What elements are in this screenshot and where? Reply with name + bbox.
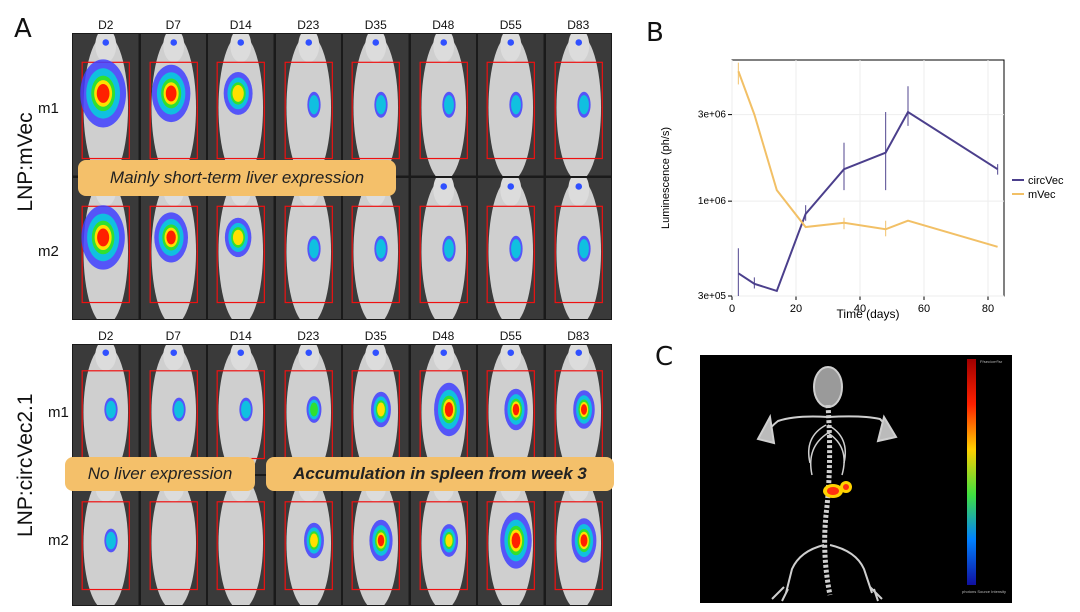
color-bar-caption: photons Source Intensity [962,589,1006,594]
mouse-image [545,177,611,319]
mouse-image [275,345,341,474]
callout-mvec: Mainly short-term liver expression [78,160,396,196]
mouse-image [208,476,274,605]
mouse-image [410,177,476,319]
mouse-image [73,476,139,605]
day-label: D23 [297,18,320,32]
mouse-image [140,34,206,176]
mouse-image [478,345,544,474]
panel-letter-c: C [655,342,674,372]
x-tick-label: 20 [790,303,802,315]
y-axis-label: Luminescence (ph/s) [660,127,672,229]
mouse-image [208,34,274,176]
panel-letter-b: B [646,18,664,48]
x-axis-label: Time (days) [837,307,900,321]
x-tick-label: 0 [729,303,735,315]
mouse-image [208,177,274,319]
mouse-image [140,345,206,474]
y-tick-label: 3e+06 [698,110,727,121]
mouse-image [343,476,409,605]
mouse-image [545,476,611,605]
x-tick-label: 80 [982,303,994,315]
spleen-signal [823,481,852,498]
y-tick-label: 1e+06 [698,196,727,207]
panel-c-3d-image: P/sec/cm²/sr photons Source Intensity [700,355,1012,603]
mouse-image [140,177,206,319]
mouse-image [275,34,341,176]
group-label-circvec: LNP:circVec2.1 [14,393,37,537]
mouse-image [275,177,341,319]
day-label: D55 [499,329,522,343]
callout-spleen: Accumulation in spleen from week 3 [266,457,614,491]
legend-entry-circVec: circVec [1028,175,1064,187]
mouse-image [140,476,206,605]
series-line-mVec [737,70,998,248]
day-label: D48 [432,18,455,32]
day-label: D2 [98,329,114,343]
mouse-image [410,476,476,605]
circvec-image-grid [72,344,612,606]
skeleton-illustration [756,366,898,602]
mouse-image [478,476,544,605]
mouse-image [545,34,611,176]
mouse-image [545,345,611,474]
series-line-circVec [737,110,999,293]
luminescence-chart: 0 20 40 60 80 3e+05 1e+06 3e+06 Time (days) Lum… [660,59,1064,321]
day-label: D7 [165,329,181,343]
mouse-image [410,34,476,176]
day-label: D83 [567,18,590,32]
mouse-image [73,34,139,176]
y-tick-label: 3e+05 [698,291,727,302]
color-bar-unit: P/sec/cm²/sr [980,359,1003,364]
day-label: D2 [98,18,114,32]
mouse-image [73,177,139,319]
day-label: D23 [297,329,320,343]
mouse-image [275,476,341,605]
mouse-image [208,345,274,474]
plot-area [731,59,1005,297]
x-tick-label: 60 [918,303,930,315]
day-label: D35 [364,18,387,32]
mouse-image [410,345,476,474]
group-label-mvec: LNP:mVec [14,112,37,212]
day-label: D14 [229,329,252,343]
mvec-image-grid [72,33,612,320]
day-label: D83 [567,329,590,343]
mouse-image [478,34,544,176]
panel-letter-a: A [14,14,32,44]
mouse-label-mvec-m2: m2 [38,243,59,260]
day-label: D14 [229,18,252,32]
mouse-image [343,345,409,474]
x-tick-label: 40 [854,303,866,315]
day-label: D35 [364,329,387,343]
mouse-image [73,345,139,474]
day-label: D55 [499,18,522,32]
mouse-label-mvec-m1: m1 [38,100,59,117]
mouse-label-circ-m2: m2 [48,532,69,549]
mouse-image [343,34,409,176]
legend-entry-mVec: mVec [1028,189,1056,201]
mouse-label-circ-m1: m1 [48,404,69,421]
color-bar [967,359,976,585]
day-label: D48 [432,329,455,343]
callout-no-liver: No liver expression [65,457,255,491]
mouse-image [478,177,544,319]
mouse-image [343,177,409,319]
day-label: D7 [165,18,181,32]
